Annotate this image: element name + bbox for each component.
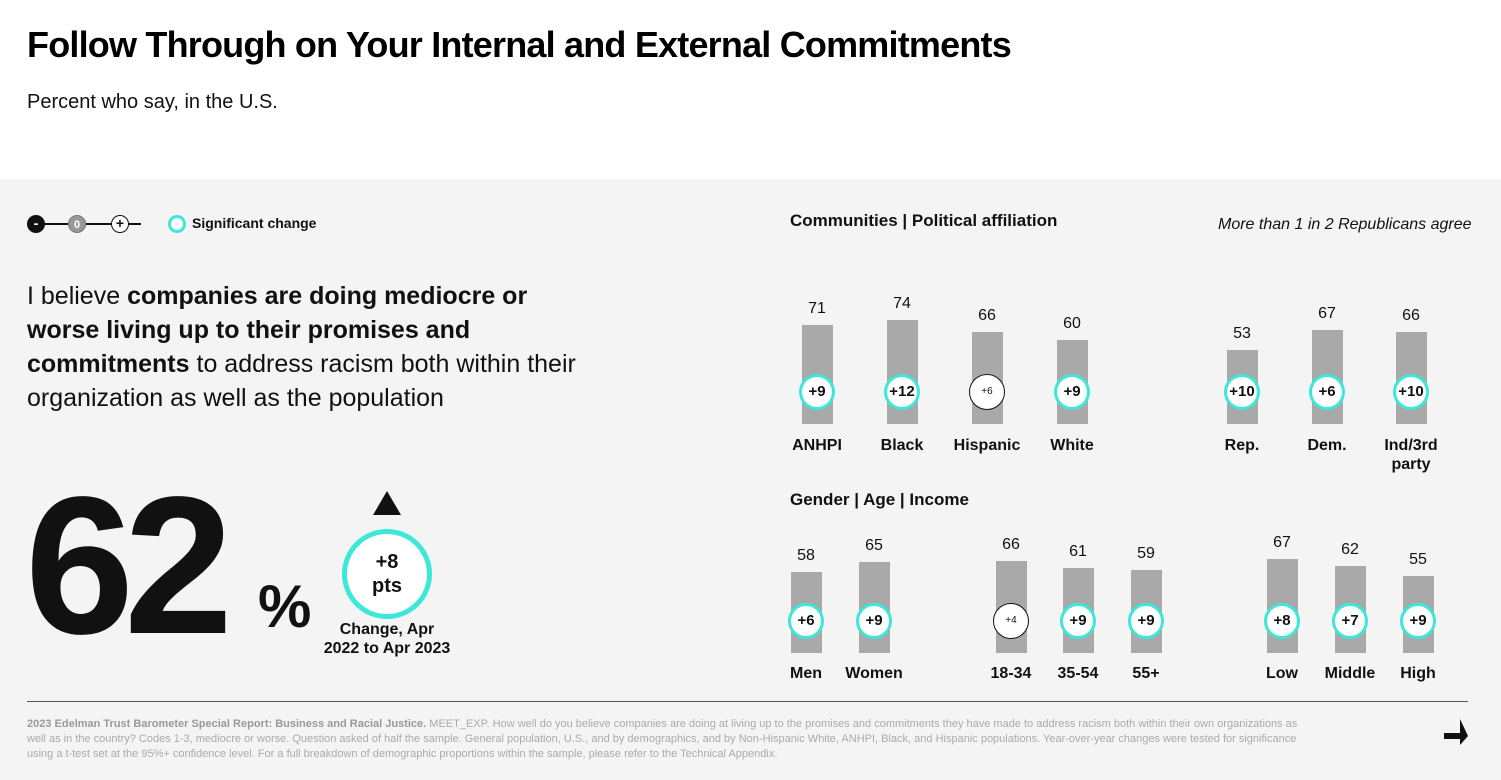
bar-category-label: Low [1266,665,1298,682]
bar-value-label: 66 [978,306,996,324]
page-title: Follow Through on Your Internal and Exte… [27,24,1012,65]
no-change-icon: 0 [68,215,86,233]
page-subtitle: Percent who say, in the U.S. [27,91,278,113]
up-arrow-icon [373,491,401,515]
footnote-source: 2023 Edelman Trust Barometer Special Rep… [27,718,427,730]
headline-change-label: Change, Apr 2022 to Apr 2023 [323,621,451,657]
bar-value-label: 62 [1341,541,1359,559]
significance-legend: - 0 + Significant change [27,213,347,233]
headline-change-unit: pts [372,575,402,597]
bar-value-label: 65 [865,537,883,554]
survey-statement: I believe companies are doing mediocre o… [27,279,587,415]
bar-category-label: Ind/3rd party [1384,437,1438,473]
bar-category-label: 18-34 [990,665,1032,682]
bar-category-label: White [1050,437,1094,454]
bar-value-label: 55 [1409,551,1427,568]
significant-change-badge: +9 [1054,374,1090,410]
headline-change-badge: +8 pts [342,529,432,619]
significant-change-badge: +8 [1264,603,1300,639]
significant-change-badge: +7 [1332,603,1368,639]
bar-value-label: 67 [1318,305,1336,323]
change-badge: +6 [969,374,1005,410]
bar-value-label: 53 [1233,324,1251,342]
bar-category-label: Hispanic [953,437,1021,454]
chart-demographics-title: Gender | Age | Income [790,490,969,509]
bar-category-label: Women [845,665,903,682]
headline-change-value: +8 [375,551,399,573]
footnote-divider [27,701,1468,702]
statement-part-2: to address racism both within their orga… [27,350,576,412]
significant-change-badge: +9 [1128,603,1164,639]
bar-value-label: 61 [1069,542,1087,560]
chart-communities-annotation: More than 1 in 2 Republicans agree [1218,216,1472,233]
content-panel [0,179,1501,780]
bar-category-label: Men [790,665,822,682]
negative-change-icon: - [27,215,45,233]
significant-change-badge: +9 [1400,603,1436,639]
bar-value-label: 58 [797,546,815,564]
bar-category-label: High [1400,665,1436,682]
bar-category-label: 55+ [1132,665,1160,682]
significant-change-badge: +9 [856,603,892,639]
chart-communities-title: Communities | Political affiliation [790,211,1058,230]
statement-part-1: I believe [27,282,128,310]
significant-change-icon [168,215,186,233]
change-badge: +4 [993,603,1029,639]
bar-value-label: 66 [1402,306,1420,324]
significant-change-badge: +12 [884,374,920,410]
positive-change-icon: + [111,215,129,233]
footnote: 2023 Edelman Trust Barometer Special Rep… [27,717,1317,762]
significant-change-badge: +10 [1224,374,1260,410]
significant-change-badge: +6 [788,603,824,639]
bar-category-label: Dem. [1307,437,1347,454]
bar-value-label: 71 [808,299,826,317]
legend-scale-line [35,223,141,225]
next-arrow-icon[interactable] [1440,717,1468,745]
bar-category-label: 35-54 [1057,665,1099,682]
significant-change-badge: +9 [1060,603,1096,639]
headline-value: 62 [25,456,233,675]
significant-change-badge: +6 [1309,374,1345,410]
bar-category-label: Black [880,437,924,454]
bar-value-label: 60 [1063,315,1081,332]
bar-category-label: ANHPI [792,437,842,454]
bar-value-label: 67 [1273,534,1291,552]
statement-emphasis: companies are doing mediocre or worse li… [27,282,528,378]
significant-change-badge: +10 [1393,374,1429,410]
headline-unit: % [258,573,312,640]
bar-category-label: Middle [1324,665,1376,682]
bar-value-label: 74 [893,295,911,313]
significant-change-badge: +9 [799,374,835,410]
footnote-text: MEET_EXP. How well do you believe compan… [27,718,1298,760]
bar-value-label: 59 [1137,545,1155,563]
significant-change-label: Significant change [192,215,317,231]
bar-category-label: Rep. [1224,437,1260,454]
bar-value-label: 66 [1002,535,1020,553]
